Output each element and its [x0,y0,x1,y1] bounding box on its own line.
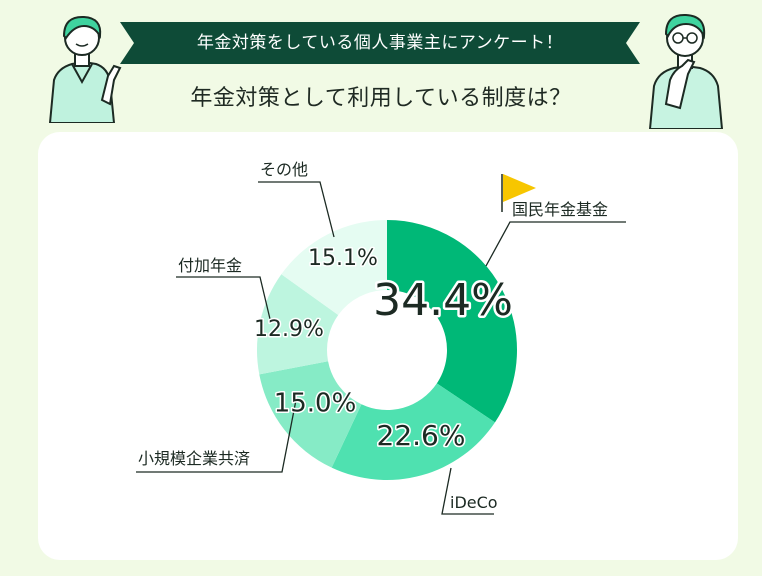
slice-label-3: 付加年金 [178,256,242,275]
person-pointing-illustration [44,8,124,127]
slice-value-0: 34.4% [373,275,513,326]
slice-2 [259,361,362,468]
person-thinking-illustration [644,4,728,133]
slice-1 [331,383,495,480]
slice-value-1: 22.6% [377,419,466,452]
leader-line-3 [176,276,271,320]
slice-label-0: 国民年金基金 [512,200,608,219]
banner-ribbon-shape [120,22,640,64]
leader-line-4 [258,181,335,238]
leader-line-0 [485,221,626,267]
slice-0 [387,220,517,423]
slice-value-4: 15.1% [308,246,378,271]
leader-line-2 [136,399,297,473]
donut-chart: 国民年金基金 34.4% iDeCo 22.6% 小規模企業共済 15.0% 付加年金 12.… [136,160,626,515]
chart-card: 国民年金基金 34.4% iDeCo 22.6% 小規模企業共済 15.0% 付加年金 12.… [38,132,738,560]
survey-banner: 年金対策をしている個人事業主にアンケート！ [120,22,640,64]
slice-label-1: iDeCo [450,493,498,512]
slice-3 [257,274,339,375]
slice-value-2: 15.0% [274,388,357,418]
slice-value-3: 12.9% [254,317,324,342]
slice-label-2: 小規模企業共済 [138,449,250,468]
page-subtitle: 年金対策として利用している制度は？ [190,86,572,111]
slice-label-4: その他 [260,160,308,179]
slice-4 [281,220,387,316]
flag-icon [501,174,536,212]
leader-line-1 [441,467,494,515]
banner-text: 年金対策をしている個人事業主にアンケート！ [196,33,564,53]
